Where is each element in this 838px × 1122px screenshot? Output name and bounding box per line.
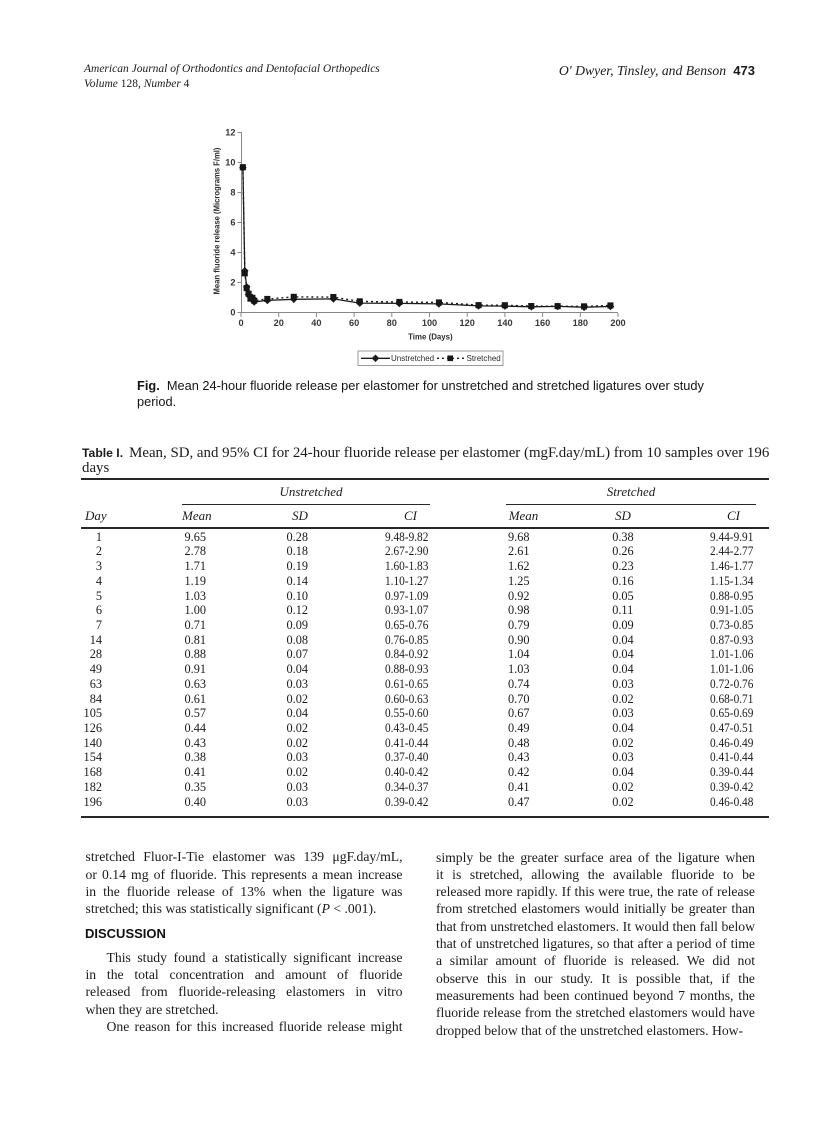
svg-text:0: 0 — [238, 318, 243, 328]
svg-text:2: 2 — [230, 278, 235, 288]
svg-text:Stretched: Stretched — [467, 354, 501, 363]
svg-text:0: 0 — [230, 308, 235, 318]
svg-text:200: 200 — [610, 318, 625, 328]
svg-text:180: 180 — [573, 318, 588, 328]
svg-text:Unstretched: Unstretched — [391, 354, 434, 363]
svg-text:60: 60 — [349, 318, 359, 328]
svg-text:4: 4 — [230, 248, 236, 258]
svg-text:80: 80 — [387, 318, 397, 328]
svg-text:100: 100 — [422, 318, 437, 328]
svg-text:140: 140 — [497, 318, 512, 328]
svg-text:40: 40 — [311, 318, 321, 328]
svg-text:160: 160 — [535, 318, 550, 328]
svg-text:6: 6 — [230, 218, 235, 228]
svg-text:Time (Days): Time (Days) — [408, 331, 453, 341]
svg-text:120: 120 — [460, 318, 475, 328]
svg-text:12: 12 — [225, 128, 235, 138]
svg-text:8: 8 — [230, 188, 235, 198]
svg-text:10: 10 — [225, 158, 235, 168]
svg-text:Mean fluoride release (Microgr: Mean fluoride release (Micrograms F/ml) — [212, 147, 222, 294]
svg-text:20: 20 — [274, 318, 284, 328]
